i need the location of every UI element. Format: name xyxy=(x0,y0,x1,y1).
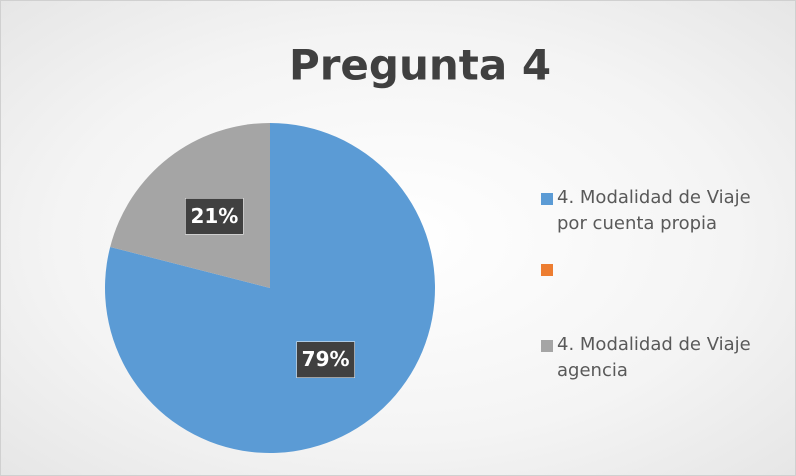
chart-title: Pregunta 4 xyxy=(289,41,551,90)
legend-swatch xyxy=(541,264,553,276)
data-label-box xyxy=(185,198,244,235)
legend-swatch xyxy=(541,193,553,205)
legend-swatch xyxy=(541,340,553,352)
data-label-box xyxy=(296,341,355,378)
legend-label: 4. Modalidad de Viaje agencia xyxy=(557,334,751,381)
legend-label: 4. Modalidad de Viaje por cuenta propia xyxy=(557,187,751,234)
data-label: 79% xyxy=(302,347,350,371)
data-label: 21% xyxy=(190,204,238,228)
